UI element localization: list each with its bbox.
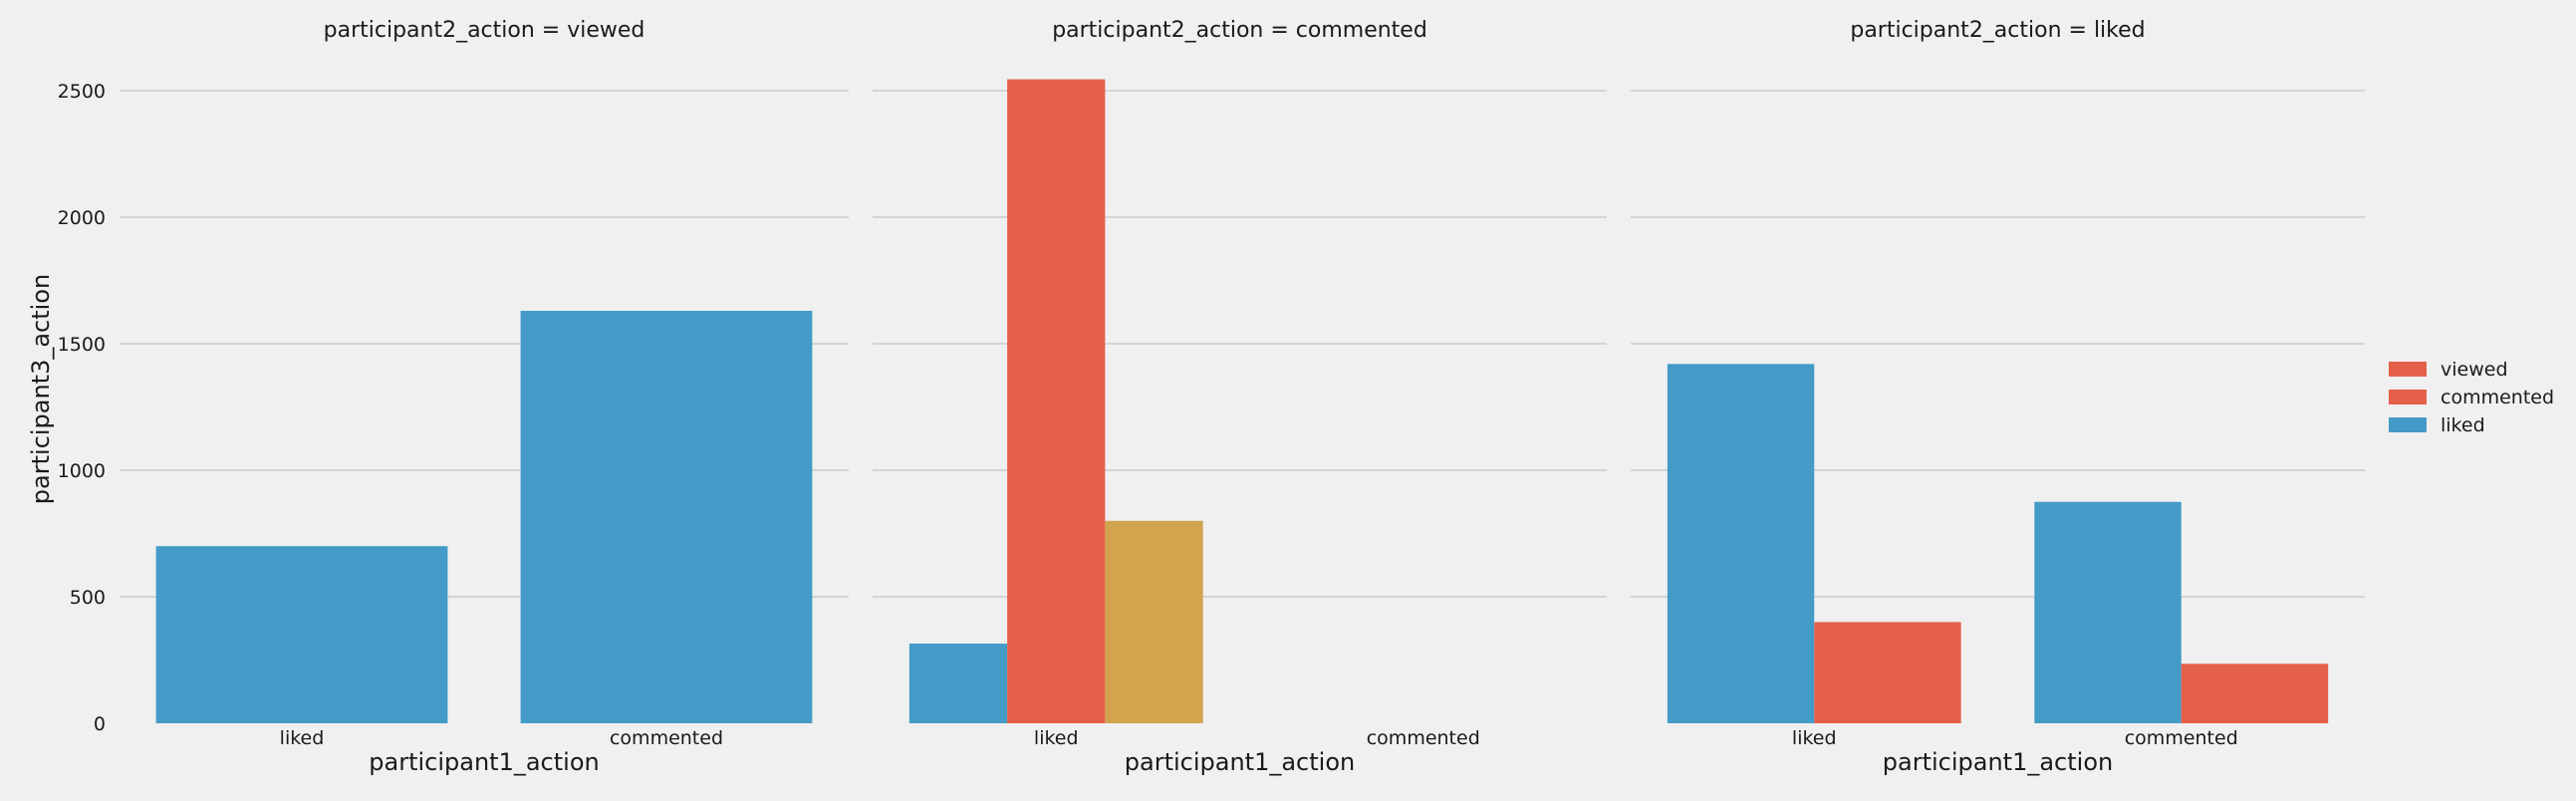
bar [520,310,813,723]
x-axis-label: participant1_action [369,748,599,776]
x-tick-label: commented [1367,727,1480,749]
x-tick-label: commented [610,727,723,749]
x-axis-label: participant1_action [1125,748,1355,776]
y-tick-label: 500 [70,587,106,609]
bar [155,546,448,723]
y-tick-label: 1500 [58,334,106,356]
legend-label: viewed [2441,359,2508,381]
bar [1814,622,1961,723]
y-tick-label: 0 [94,713,106,735]
panel-title: participant2_action = viewed [324,18,645,43]
panel-title: participant2_action = liked [1850,18,2145,43]
bar [1105,520,1203,723]
bar [1007,79,1106,723]
bar [1667,364,1815,723]
legend-label: liked [2441,414,2485,436]
x-tick-label: liked [280,727,325,749]
bar [908,643,1008,723]
y-axis-label: participant3_action [27,274,55,504]
panel-title: participant2_action = commented [1052,18,1427,43]
y-tick-label: 2500 [58,81,106,103]
legend-swatch [2389,417,2427,432]
bar [2181,664,2329,723]
x-axis-label: participant1_action [1883,748,2113,776]
legend-swatch [2389,390,2427,404]
bar [2034,501,2182,723]
y-tick-label: 2000 [58,207,106,229]
y-tick-label: 1000 [58,460,106,482]
x-tick-label: commented [2125,727,2238,749]
x-tick-label: liked [1792,727,1837,749]
legend-swatch [2389,362,2427,377]
x-tick-label: liked [1034,727,1079,749]
legend-label: commented [2441,387,2554,408]
